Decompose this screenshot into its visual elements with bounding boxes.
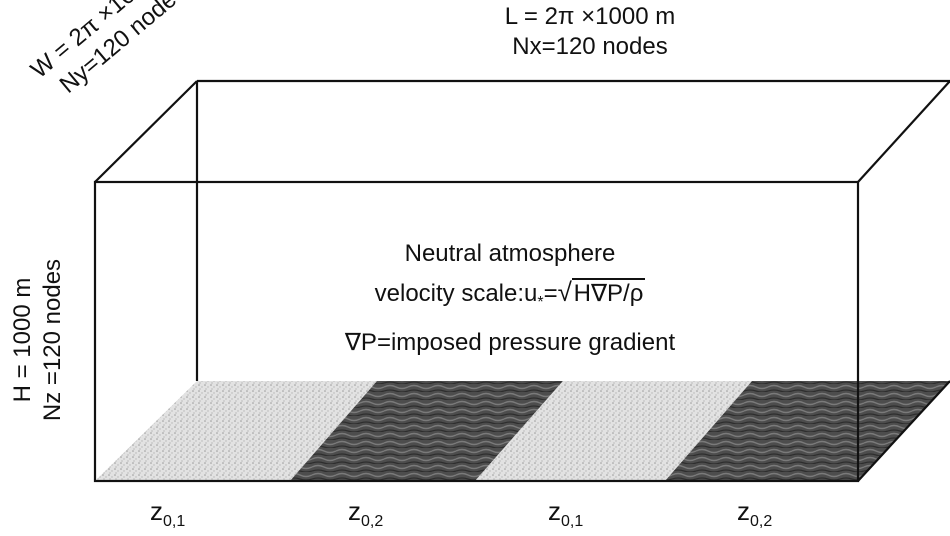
roughness-label-3: z0,1 bbox=[548, 496, 583, 531]
ground-patch-z02-b bbox=[665, 381, 950, 481]
roughness-label-1: z0,1 bbox=[150, 496, 185, 531]
ground-patch-z02-a bbox=[290, 381, 563, 481]
height-value: H = 1000 m bbox=[9, 277, 36, 403]
velocity-prefix: velocity scale:u bbox=[374, 280, 538, 307]
front-face bbox=[93, 180, 860, 483]
velocity-equals: = bbox=[543, 280, 558, 307]
ground-patch-z01-a bbox=[95, 381, 377, 481]
length-value: L = 2π ×1000 m bbox=[504, 3, 676, 30]
roughness-label-4-sub: 0,2 bbox=[750, 513, 773, 530]
depth-edge-bottom-right bbox=[857, 380, 950, 482]
sqrt-expression: √ H∇P/ρ bbox=[558, 274, 646, 314]
roughness-label-2-base: z bbox=[348, 496, 361, 526]
roughness-label-3-base: z bbox=[548, 496, 561, 526]
ground-patch-z01-b bbox=[475, 381, 752, 481]
roughness-label-2: z0,2 bbox=[348, 496, 383, 531]
height-label: H = 1000 m Nz =120 nodes bbox=[8, 220, 68, 460]
depth-edge-top-right bbox=[857, 80, 950, 183]
radicand: H∇P/ρ bbox=[571, 278, 646, 307]
roughness-label-2-sub: 0,2 bbox=[361, 513, 384, 530]
center-description: Neutral atmosphere velocity scale:u*= √ H∇… bbox=[330, 234, 690, 363]
roughness-label-4-base: z bbox=[737, 496, 750, 526]
depth-edge-top-left bbox=[94, 80, 198, 183]
length-label: L = 2π ×1000 m Nx=120 nodes bbox=[470, 2, 710, 62]
ustar-subscript: * bbox=[537, 293, 544, 311]
roughness-label-1-sub: 0,1 bbox=[163, 513, 186, 530]
radical-sign: √ bbox=[557, 277, 572, 307]
roughness-label-1-base: z bbox=[150, 496, 163, 526]
box-edges bbox=[93, 79, 950, 483]
roughness-label-4: z0,2 bbox=[737, 496, 772, 531]
pressure-gradient-note: ∇P=imposed pressure gradient bbox=[344, 328, 676, 356]
velocity-scale-line: velocity scale:u*= √ H∇P/ρ bbox=[330, 274, 690, 323]
roughness-label-3-sub: 0,1 bbox=[561, 513, 584, 530]
nz-nodes: Nz =120 nodes bbox=[39, 258, 66, 422]
nx-nodes: Nx=120 nodes bbox=[512, 33, 668, 60]
atmosphere-title: Neutral atmosphere bbox=[404, 240, 616, 267]
